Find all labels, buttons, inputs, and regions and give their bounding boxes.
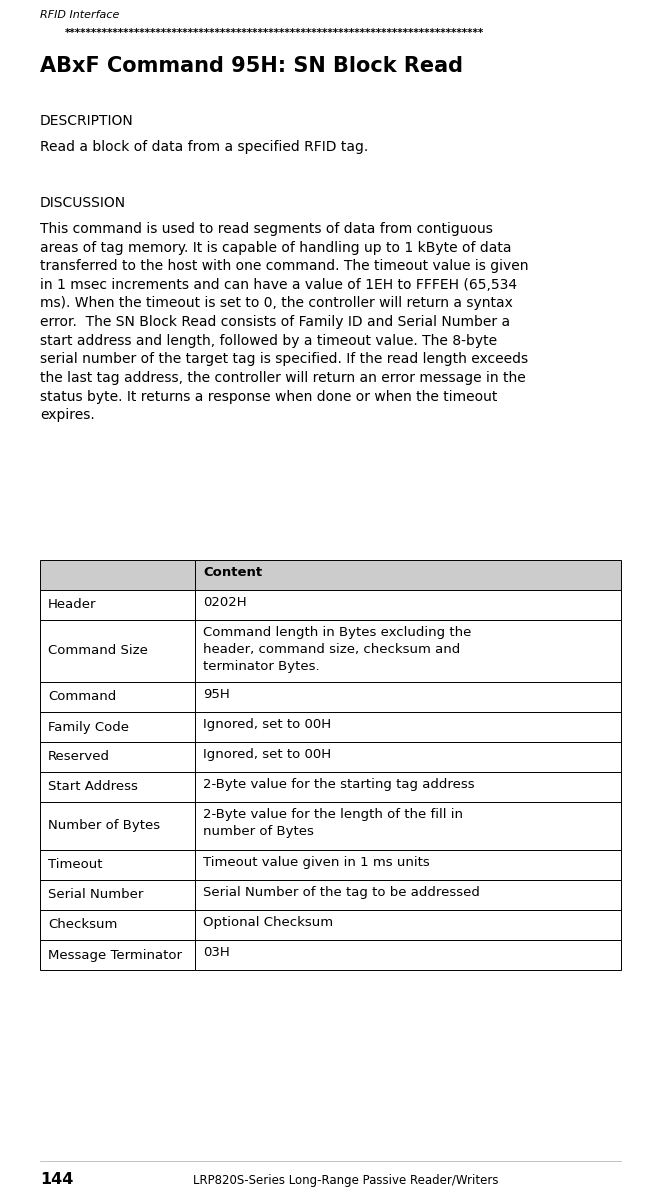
Text: LRP820S-Series Long-Range Passive Reader/Writers: LRP820S-Series Long-Range Passive Reader… (193, 1174, 498, 1187)
Bar (40, 742, 195, 772)
Text: Content: Content (203, 566, 262, 579)
Text: Command length in Bytes excluding the
header, command size, checksum and
termina: Command length in Bytes excluding the he… (203, 626, 471, 673)
Bar (40, 940, 195, 970)
Text: Start Address: Start Address (48, 781, 138, 794)
Bar (195, 742, 621, 772)
Text: 144: 144 (40, 1171, 74, 1187)
Bar (40, 850, 195, 880)
Text: 95H: 95H (203, 688, 230, 701)
Text: Reserved: Reserved (48, 751, 110, 764)
Bar (40, 682, 195, 712)
Text: DISCUSSION: DISCUSSION (40, 195, 126, 210)
Text: Header: Header (48, 598, 96, 611)
Text: Optional Checksum: Optional Checksum (203, 916, 333, 929)
Bar (40, 590, 195, 620)
Bar (195, 772, 621, 802)
Text: 2-Byte value for the starting tag address: 2-Byte value for the starting tag addres… (203, 778, 475, 791)
Text: 2-Byte value for the length of the fill in
number of Bytes: 2-Byte value for the length of the fill … (203, 808, 463, 838)
Text: Message Terminator: Message Terminator (48, 948, 182, 962)
Text: Timeout: Timeout (48, 858, 102, 872)
Text: 0202H: 0202H (203, 596, 247, 609)
Bar (40, 620, 195, 682)
Bar (40, 712, 195, 742)
Text: ******************************************************************************: ****************************************… (65, 28, 484, 38)
Text: Read a block of data from a specified RFID tag.: Read a block of data from a specified RF… (40, 140, 368, 153)
Text: Number of Bytes: Number of Bytes (48, 819, 160, 832)
Text: Ignored, set to 00H: Ignored, set to 00H (203, 748, 331, 761)
Text: Ignored, set to 00H: Ignored, set to 00H (203, 718, 331, 731)
Text: Serial Number: Serial Number (48, 888, 143, 902)
Bar (195, 850, 621, 880)
Text: Checksum: Checksum (48, 918, 117, 932)
Bar (195, 910, 621, 940)
Text: Serial Number of the tag to be addressed: Serial Number of the tag to be addressed (203, 886, 480, 899)
Text: This command is used to read segments of data from contiguous
areas of tag memor: This command is used to read segments of… (40, 222, 529, 422)
Bar (40, 560, 195, 590)
Bar (40, 802, 195, 850)
Text: ABxF Command 95H: SN Block Read: ABxF Command 95H: SN Block Read (40, 56, 463, 76)
Bar (195, 560, 621, 590)
Bar (195, 802, 621, 850)
Bar (195, 682, 621, 712)
Text: Timeout value given in 1 ms units: Timeout value given in 1 ms units (203, 856, 430, 869)
Text: Command: Command (48, 691, 117, 704)
Text: Command Size: Command Size (48, 645, 148, 657)
Bar (195, 880, 621, 910)
Bar (195, 620, 621, 682)
Bar (40, 910, 195, 940)
Text: Family Code: Family Code (48, 721, 129, 734)
Text: 03H: 03H (203, 946, 230, 959)
Bar (195, 590, 621, 620)
Bar (195, 940, 621, 970)
Bar (40, 772, 195, 802)
Text: DESCRIPTION: DESCRIPTION (40, 114, 133, 128)
Text: RFID Interface: RFID Interface (40, 10, 119, 20)
Bar (195, 712, 621, 742)
Bar (40, 880, 195, 910)
